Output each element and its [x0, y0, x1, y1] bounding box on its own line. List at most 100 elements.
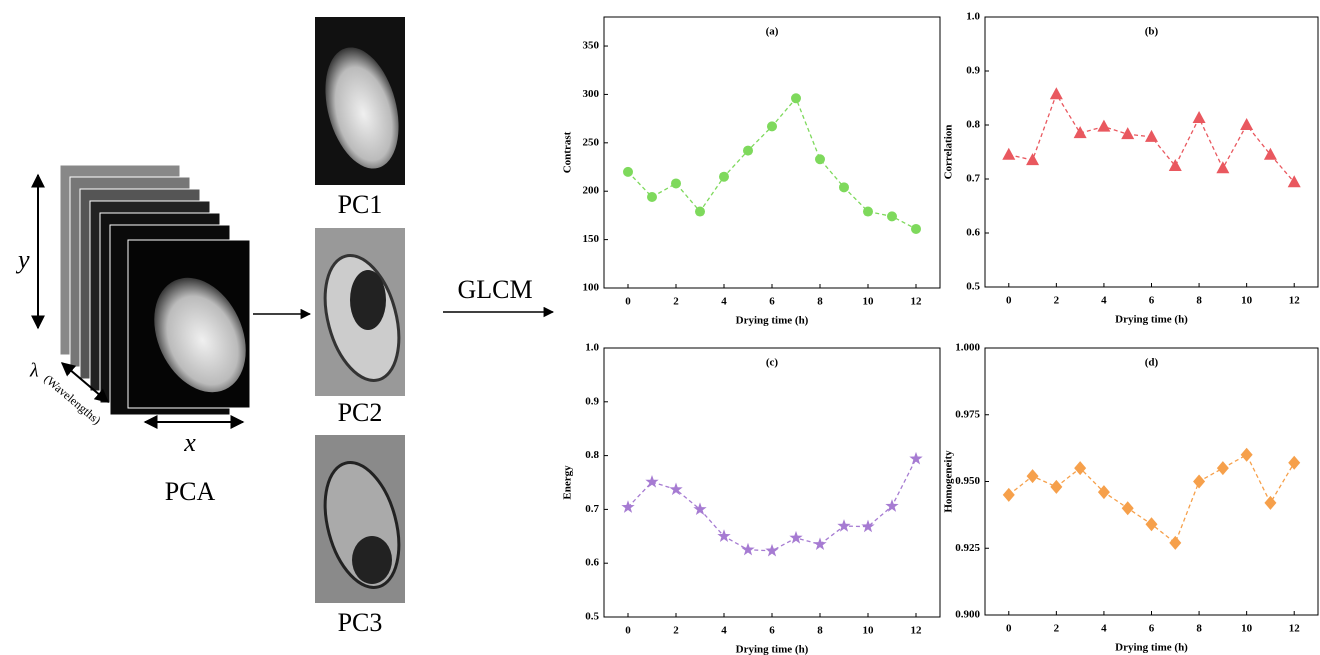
marker	[791, 93, 801, 104]
pca-label: PCA	[165, 477, 216, 506]
chart-title: (b)	[1145, 26, 1159, 38]
x-tick-label: 12	[1289, 623, 1301, 635]
x-tick-label: 4	[1101, 623, 1107, 635]
y-tick-label: 1.0	[966, 11, 980, 23]
y-tick-label: 0.9	[966, 65, 980, 77]
x-tick-label: 8	[817, 296, 823, 308]
marker	[1026, 153, 1040, 166]
x-label: x	[183, 428, 196, 457]
pc-label: PC3	[338, 608, 383, 637]
marker	[837, 519, 851, 532]
lambda-label: λ	[29, 360, 39, 382]
marker	[1049, 87, 1063, 100]
marker	[623, 166, 633, 177]
hyperspectral-cube	[59, 164, 251, 416]
y-label: y	[15, 245, 30, 274]
plot-frame	[603, 16, 941, 289]
y-tick-label: 0.8	[585, 449, 599, 461]
marker	[1216, 461, 1229, 476]
chart-title: (c)	[766, 357, 779, 369]
x-tick-label: 6	[1149, 623, 1155, 635]
x-tick-label: 0	[1006, 623, 1012, 635]
marker	[621, 500, 635, 513]
y-tick-label: 0.6	[966, 227, 980, 239]
marker	[719, 171, 729, 182]
y-tick-label: 0.6	[585, 557, 599, 569]
marker	[1287, 175, 1301, 188]
marker	[887, 211, 897, 222]
x-tick-label: 12	[911, 296, 923, 308]
y-tick-label: 0.7	[585, 503, 599, 515]
marker	[717, 529, 731, 542]
x-tick-label: 10	[863, 296, 875, 308]
marker	[1145, 517, 1158, 532]
y-tick-label: 0.8	[966, 119, 980, 131]
x-tick-label: 4	[721, 296, 727, 308]
y-tick-label: 300	[583, 88, 600, 100]
y-tick-label: 0.9	[585, 395, 599, 407]
marker	[1264, 495, 1277, 510]
x-axis-label: Drying time (h)	[1115, 314, 1188, 326]
marker	[1121, 127, 1135, 140]
x-tick-label: 0	[625, 296, 631, 308]
marker	[1216, 161, 1230, 174]
x-tick-label: 6	[1149, 295, 1155, 307]
chart-title: (d)	[1145, 357, 1159, 369]
x-tick-label: 0	[625, 625, 631, 637]
x-tick-label: 8	[817, 625, 823, 637]
lambda-arrow	[60, 362, 110, 403]
marker	[813, 537, 827, 551]
x-tick-label: 12	[1289, 295, 1301, 307]
y-tick-label: 0.975	[955, 408, 980, 420]
marker	[1026, 469, 1039, 484]
marker	[1240, 447, 1253, 462]
pc-label: PC2	[338, 398, 383, 427]
y-tick-label: 100	[583, 282, 600, 294]
y-axis-label: Contrast	[562, 131, 574, 173]
x-axis-label: Drying time (h)	[736, 644, 809, 655]
pc-images	[315, 17, 405, 603]
glcm-label: GLCM	[457, 275, 532, 304]
marker	[1169, 535, 1182, 550]
marker	[815, 154, 825, 165]
x-tick-label: 12	[911, 625, 923, 637]
marker	[1002, 147, 1016, 160]
y-tick-label: 350	[583, 40, 600, 52]
y-axis-label: Energy	[562, 465, 574, 500]
plot-frame	[984, 347, 1319, 616]
marker	[1288, 455, 1301, 470]
y-tick-label: 200	[583, 185, 600, 197]
pc-label: PC1	[338, 190, 383, 219]
marker	[1263, 147, 1277, 160]
x-tick-label: 4	[721, 625, 727, 637]
marker	[743, 145, 753, 156]
y-tick-label: 0.5	[966, 281, 980, 293]
x-tick-label: 6	[769, 296, 775, 308]
marker	[1240, 118, 1254, 130]
y-tick-label: 0.950	[955, 475, 980, 487]
marker	[1121, 501, 1134, 516]
x-tick-label: 2	[673, 625, 679, 637]
chart-title: (a)	[766, 26, 779, 38]
y-tick-label: 0.5	[585, 611, 599, 623]
y-axis-label: Homogeneity	[943, 450, 955, 513]
x-tick-label: 2	[1054, 623, 1060, 635]
y-tick-label: 250	[583, 136, 600, 148]
x-tick-label: 10	[863, 625, 875, 637]
marker	[1073, 126, 1087, 139]
y-tick-label: 1.0	[585, 342, 599, 354]
marker	[1002, 487, 1015, 502]
x-tick-label: 2	[1054, 295, 1060, 307]
y-tick-label: 1.000	[955, 342, 980, 354]
x-tick-label: 10	[1241, 295, 1253, 307]
marker	[647, 192, 657, 203]
marker	[693, 502, 707, 516]
marker	[1192, 110, 1206, 123]
x-tick-label: 6	[769, 625, 775, 637]
x-tick-label: 10	[1241, 623, 1253, 635]
marker	[669, 482, 683, 496]
x-tick-label: 0	[1006, 295, 1012, 307]
marker	[885, 499, 899, 512]
marker	[1097, 119, 1111, 132]
